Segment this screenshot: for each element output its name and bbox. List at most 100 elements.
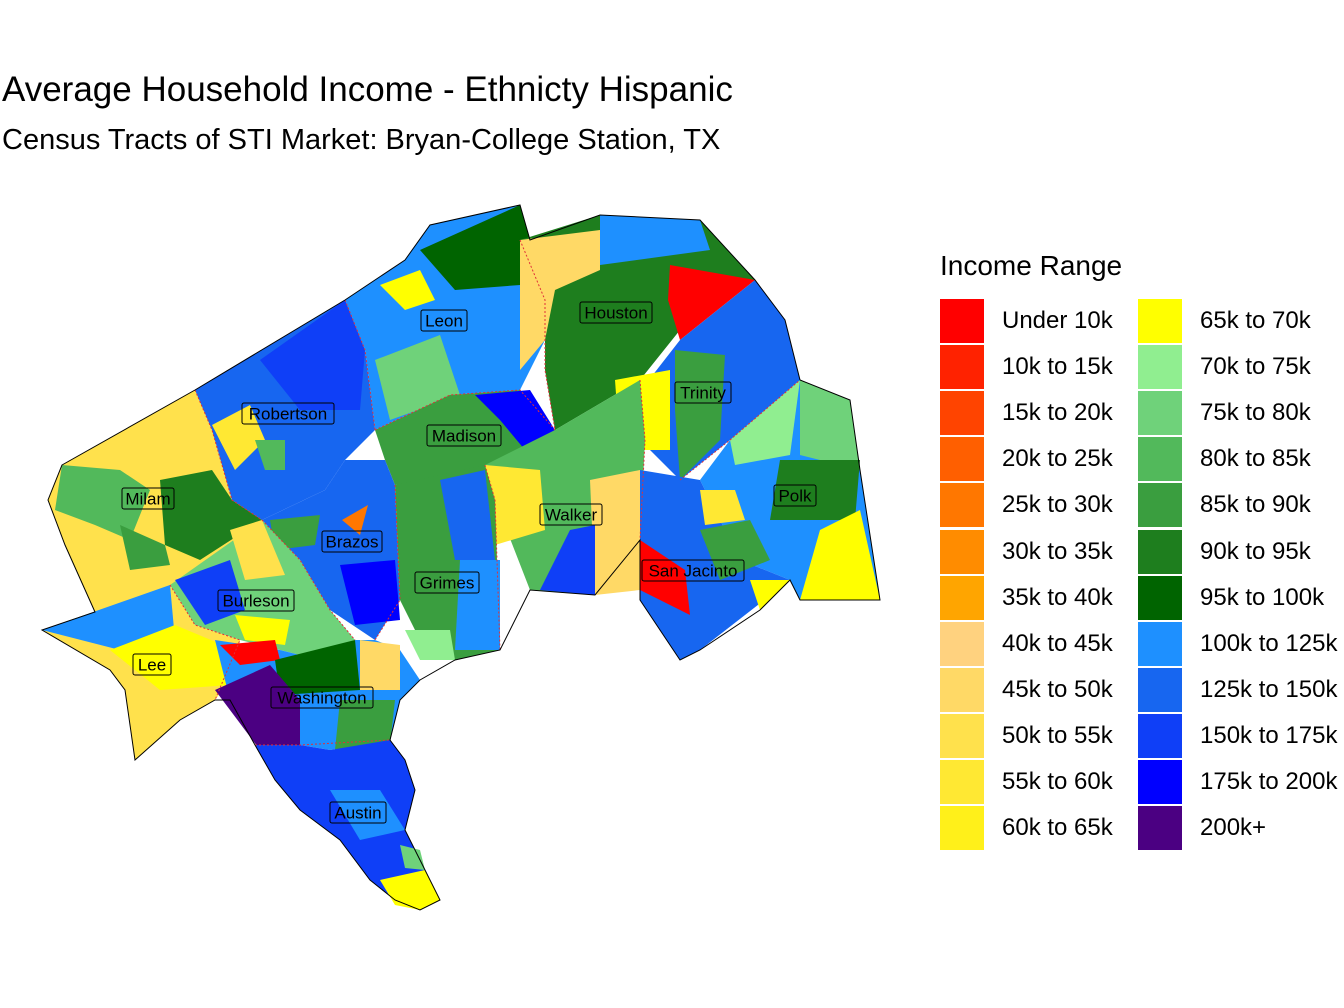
tract	[110, 625, 235, 690]
legend-item: Under 10k	[940, 298, 1138, 344]
tract	[120, 525, 170, 570]
legend-item: 45k to 50k	[940, 667, 1138, 713]
legend-item: 200k+	[1138, 805, 1344, 851]
county-label-text: Walker	[545, 506, 598, 525]
tract	[235, 615, 290, 645]
tract	[440, 470, 495, 560]
study-area-outline	[40, 204, 881, 911]
county-label-text: Lee	[138, 656, 166, 675]
legend-item: 15k to 20k	[940, 390, 1138, 436]
legend-swatch	[940, 529, 984, 574]
county-austin	[255, 740, 440, 910]
tract	[215, 665, 300, 750]
tract	[420, 205, 530, 290]
legend-label: 55k to 60k	[1002, 767, 1113, 795]
tract	[485, 465, 545, 545]
legend-item: 90k to 95k	[1138, 528, 1344, 574]
tract	[540, 525, 595, 595]
legend-swatch	[1138, 391, 1182, 436]
tract	[730, 380, 800, 465]
map-title: Average Household Income - Ethnicty Hisp…	[2, 70, 733, 109]
tract	[700, 490, 745, 525]
legend-item: 150k to 175k	[1138, 713, 1344, 759]
legend-item: 95k to 100k	[1138, 575, 1344, 621]
legend-label: 80k to 85k	[1200, 445, 1311, 473]
county-label-text: Washington	[277, 689, 366, 708]
tract	[590, 470, 640, 595]
legend-label: 20k to 25k	[1002, 445, 1113, 473]
county-label-washington: Washington	[270, 686, 374, 709]
legend-label: 65k to 70k	[1200, 307, 1311, 335]
county-label-text: Houston	[584, 304, 647, 323]
tract	[640, 540, 690, 615]
legend-swatch	[1138, 529, 1182, 574]
legend-item: 20k to 25k	[940, 436, 1138, 482]
map-subtitle: Census Tracts of STI Market: Bryan-Colle…	[2, 124, 721, 156]
legend-label: 30k to 35k	[1002, 537, 1113, 565]
tract	[455, 560, 500, 650]
legend-label: 100k to 125k	[1200, 629, 1338, 657]
legend-label: 200k+	[1200, 814, 1267, 842]
legend-swatch	[1138, 575, 1182, 620]
legend-item: 55k to 60k	[940, 759, 1138, 805]
county-label-leon: Leon	[420, 309, 468, 332]
tract	[375, 335, 460, 420]
legend-swatch	[1138, 759, 1182, 804]
tract	[405, 630, 455, 660]
county-label-polk: Polk	[773, 484, 817, 507]
county-label-robertson: Robertson	[241, 402, 335, 425]
county-label-trinity: Trinity	[674, 381, 732, 404]
county-fills	[42, 205, 880, 910]
legend-swatch	[940, 806, 984, 851]
legend-swatch	[1138, 299, 1182, 344]
legend-swatch	[940, 437, 984, 482]
legend-label: 45k to 50k	[1002, 675, 1113, 703]
legend-item: 65k to 70k	[1138, 298, 1344, 344]
legend-label: 75k to 80k	[1200, 399, 1311, 427]
tract	[260, 300, 365, 410]
tract	[275, 640, 360, 695]
county-label-milam: Milam	[121, 487, 175, 510]
legend-item: 30k to 35k	[940, 528, 1138, 574]
county-boundaries	[169, 239, 801, 746]
county-label-lee: Lee	[132, 653, 172, 676]
legend-swatch	[940, 575, 984, 620]
legend-swatch	[1138, 483, 1182, 528]
tract	[230, 520, 285, 580]
legend-item: 70k to 75k	[1138, 344, 1344, 390]
legend-item: 50k to 55k	[940, 713, 1138, 759]
legend-swatch	[940, 299, 984, 344]
legend-item: 10k to 15k	[940, 344, 1138, 390]
legend-item: 75k to 80k	[1138, 390, 1344, 436]
legend-item: 60k to 65k	[940, 805, 1138, 851]
tract	[42, 585, 175, 650]
tract	[400, 845, 425, 870]
legend-label: 95k to 100k	[1200, 583, 1325, 611]
legend-label: 175k to 200k	[1200, 767, 1338, 795]
legend-item: 35k to 40k	[940, 575, 1138, 621]
legend-label: Under 10k	[1002, 307, 1113, 335]
county-label-text: Madison	[432, 427, 496, 446]
legend-label: 25k to 30k	[1002, 491, 1113, 519]
tract	[212, 405, 265, 470]
county-label-text: Brazos	[326, 533, 379, 552]
legend-item: 175k to 200k	[1138, 759, 1344, 805]
legend-swatch	[940, 483, 984, 528]
tract	[342, 505, 368, 535]
county-label-madison: Madison	[426, 424, 502, 447]
legend-label: 40k to 45k	[1002, 629, 1113, 657]
legend-label: 85k to 90k	[1200, 491, 1311, 519]
tract	[750, 580, 790, 610]
tract	[255, 440, 285, 470]
tract	[800, 380, 860, 470]
census-tract-map: Leon Houston Trinity Robertson Madison M…	[40, 204, 881, 911]
tract	[700, 520, 770, 580]
legend-swatch	[940, 345, 984, 390]
legend-title: Income Range	[940, 250, 1123, 281]
tract	[175, 560, 245, 625]
legend-label: 15k to 20k	[1002, 399, 1113, 427]
legend-label: 150k to 175k	[1200, 721, 1338, 749]
county-label-text: Polk	[778, 487, 812, 506]
legend-swatch	[1138, 345, 1182, 390]
legend-item: 40k to 45k	[940, 621, 1138, 667]
